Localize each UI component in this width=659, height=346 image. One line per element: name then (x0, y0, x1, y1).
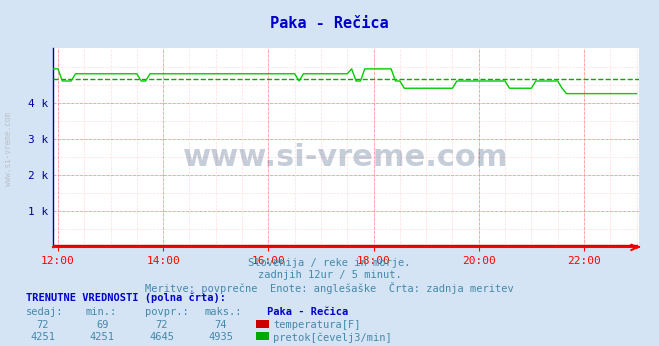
Text: Paka - Rečica: Paka - Rečica (267, 307, 348, 317)
Text: www.si-vreme.com: www.si-vreme.com (4, 112, 13, 186)
Text: Meritve: povprečne  Enote: anglešaške  Črta: zadnja meritev: Meritve: povprečne Enote: anglešaške Črt… (145, 282, 514, 294)
Text: TRENUTNE VREDNOSTI (polna črta):: TRENUTNE VREDNOSTI (polna črta): (26, 292, 226, 303)
Text: min.:: min.: (86, 307, 117, 317)
Text: 4251: 4251 (30, 332, 55, 342)
Text: 72: 72 (37, 320, 49, 330)
Text: povpr.:: povpr.: (145, 307, 188, 317)
Text: 4645: 4645 (149, 332, 174, 342)
Text: zadnjih 12ur / 5 minut.: zadnjih 12ur / 5 minut. (258, 270, 401, 280)
Text: Slovenija / reke in morje.: Slovenija / reke in morje. (248, 258, 411, 268)
Text: temperatura[F]: temperatura[F] (273, 320, 361, 330)
Text: maks.:: maks.: (204, 307, 242, 317)
Text: 4935: 4935 (208, 332, 233, 342)
Text: pretok[čevelj3/min]: pretok[čevelj3/min] (273, 332, 392, 343)
Text: sedaj:: sedaj: (26, 307, 64, 317)
Text: Paka - Rečica: Paka - Rečica (270, 16, 389, 30)
Text: 4251: 4251 (90, 332, 115, 342)
Text: 72: 72 (156, 320, 167, 330)
Text: 74: 74 (215, 320, 227, 330)
Text: 69: 69 (96, 320, 108, 330)
Text: www.si-vreme.com: www.si-vreme.com (183, 143, 509, 172)
